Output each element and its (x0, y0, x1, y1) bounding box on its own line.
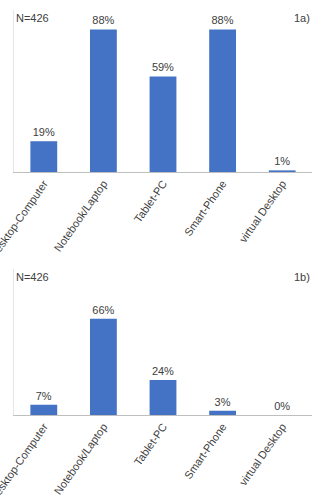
svg-text:Tablet-PC: Tablet-PC (132, 421, 170, 467)
svg-text:N=426: N=426 (16, 271, 49, 283)
svg-text:0%: 0% (274, 400, 290, 412)
svg-text:88%: 88% (92, 14, 114, 26)
svg-text:88%: 88% (211, 14, 233, 26)
svg-text:66%: 66% (92, 304, 114, 316)
svg-text:Smart-Phone: Smart-Phone (182, 178, 229, 238)
svg-text:Desktop-Computer: Desktop-Computer (0, 421, 50, 500)
svg-text:1b): 1b) (294, 271, 310, 283)
svg-text:N=426: N=426 (16, 12, 49, 24)
svg-text:1a): 1a) (294, 12, 310, 24)
svg-text:virtual Desktop: virtual Desktop (237, 178, 289, 244)
svg-text:1%: 1% (274, 155, 290, 167)
svg-text:Tablet-PC: Tablet-PC (132, 178, 170, 224)
svg-text:3%: 3% (215, 396, 231, 408)
svg-text:59%: 59% (152, 61, 174, 73)
svg-text:Smart-Phone: Smart-Phone (182, 421, 229, 481)
svg-text:7%: 7% (36, 390, 52, 402)
svg-text:Notebook/Laptop: Notebook/Laptop (52, 421, 110, 497)
svg-text:24%: 24% (152, 365, 174, 377)
svg-text:19%: 19% (33, 126, 55, 138)
svg-text:virtual Desktop: virtual Desktop (237, 421, 289, 487)
svg-text:Desktop-Computer: Desktop-Computer (0, 178, 50, 261)
svg-text:Notebook/Laptop: Notebook/Laptop (52, 178, 110, 254)
